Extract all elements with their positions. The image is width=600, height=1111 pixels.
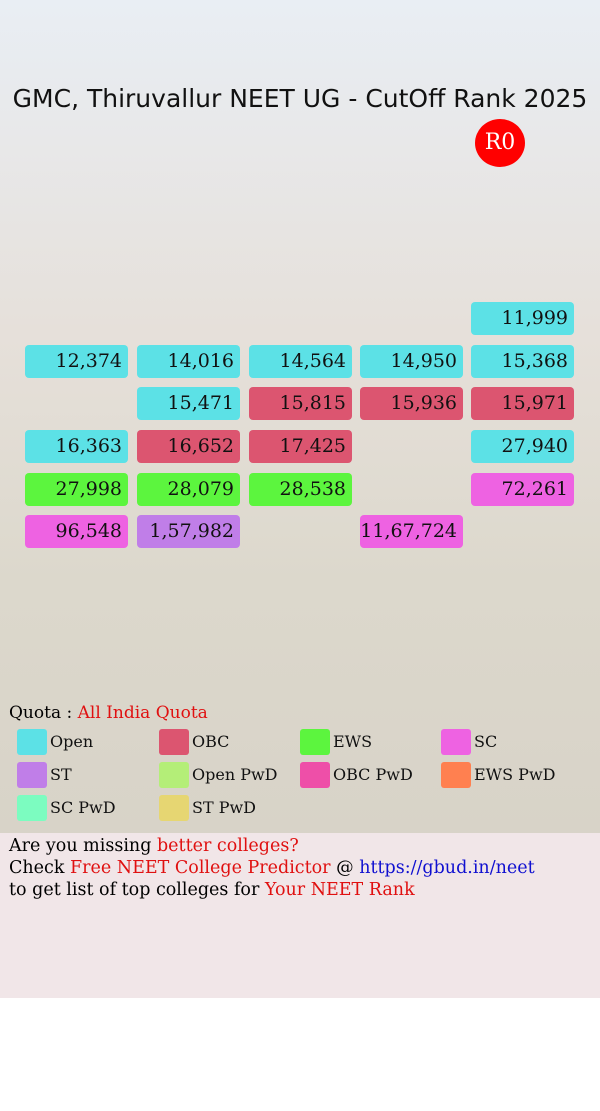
legend-swatch	[159, 795, 189, 821]
footer-line: Are you missing better colleges?	[9, 835, 591, 857]
legend-swatch	[17, 729, 47, 755]
text: to get list of top colleges for	[9, 880, 260, 900]
rank-cell: 15,971	[471, 387, 574, 420]
rank-cell: 28,079	[137, 473, 240, 506]
link[interactable]: https://gbud.in/neet	[359, 858, 535, 878]
quota-value: All India Quota	[77, 703, 208, 723]
rank-cell: 16,652	[137, 430, 240, 463]
legend-label: EWS	[333, 732, 373, 751]
round-badge: R0	[475, 119, 525, 167]
legend-label: ST	[50, 765, 72, 784]
rank-cell: 72,261	[471, 473, 574, 506]
rank-cell: 15,815	[249, 387, 352, 420]
text: @	[336, 858, 354, 878]
rank-cell: 27,998	[25, 473, 128, 506]
rank-cell: 14,016	[137, 345, 240, 378]
legend-swatch	[441, 762, 471, 788]
footer-line: Check Free NEET College Predictor @ http…	[9, 857, 591, 879]
quota-label: Quota :	[9, 703, 73, 723]
rank-cell: 27,940	[471, 430, 574, 463]
highlight: better colleges?	[156, 836, 299, 856]
rank-cell: 28,538	[249, 473, 352, 506]
text: Are you missing	[9, 836, 152, 856]
rank-cell: 15,471	[137, 387, 240, 420]
legend-label: SC	[474, 732, 498, 751]
rank-cell: 14,950	[360, 345, 463, 378]
legend-swatch	[17, 795, 47, 821]
rank-cell: 11,999	[471, 302, 574, 335]
rank-cell: 14,564	[249, 345, 352, 378]
footer: Are you missing better colleges? Check F…	[0, 833, 600, 998]
legend-label: OBC	[192, 732, 230, 751]
highlight[interactable]: Free NEET College Predictor	[70, 858, 331, 878]
legend-label: EWS PwD	[474, 765, 556, 784]
legend-swatch	[17, 762, 47, 788]
rank-cell: 12,374	[25, 345, 128, 378]
legend-swatch	[159, 762, 189, 788]
legend-label: ST PwD	[192, 798, 257, 817]
title: GMC, Thiruvallur NEET UG - CutOff Rank 2…	[12, 84, 588, 113]
rank-cell: 11,67,724	[360, 515, 463, 548]
text: Check	[9, 858, 65, 878]
legend-label: Open PwD	[192, 765, 278, 784]
legend-swatch	[441, 729, 471, 755]
legend-label: SC PwD	[50, 798, 116, 817]
rank-cell: 15,368	[471, 345, 574, 378]
rank-cell: 16,363	[25, 430, 128, 463]
footer-line: to get list of top colleges for Your NEE…	[9, 879, 591, 901]
quota: Quota : All India Quota	[9, 703, 208, 723]
highlight: Your NEET Rank	[264, 880, 415, 900]
legend-label: Open	[50, 732, 94, 751]
legend-label: OBC PwD	[333, 765, 413, 784]
rank-cell: 1,57,982	[137, 515, 240, 548]
rank-cell: 96,548	[25, 515, 128, 548]
rank-cell: 17,425	[249, 430, 352, 463]
legend-swatch	[300, 729, 330, 755]
rank-cell: 15,936	[360, 387, 463, 420]
legend-swatch	[159, 729, 189, 755]
legend-swatch	[300, 762, 330, 788]
